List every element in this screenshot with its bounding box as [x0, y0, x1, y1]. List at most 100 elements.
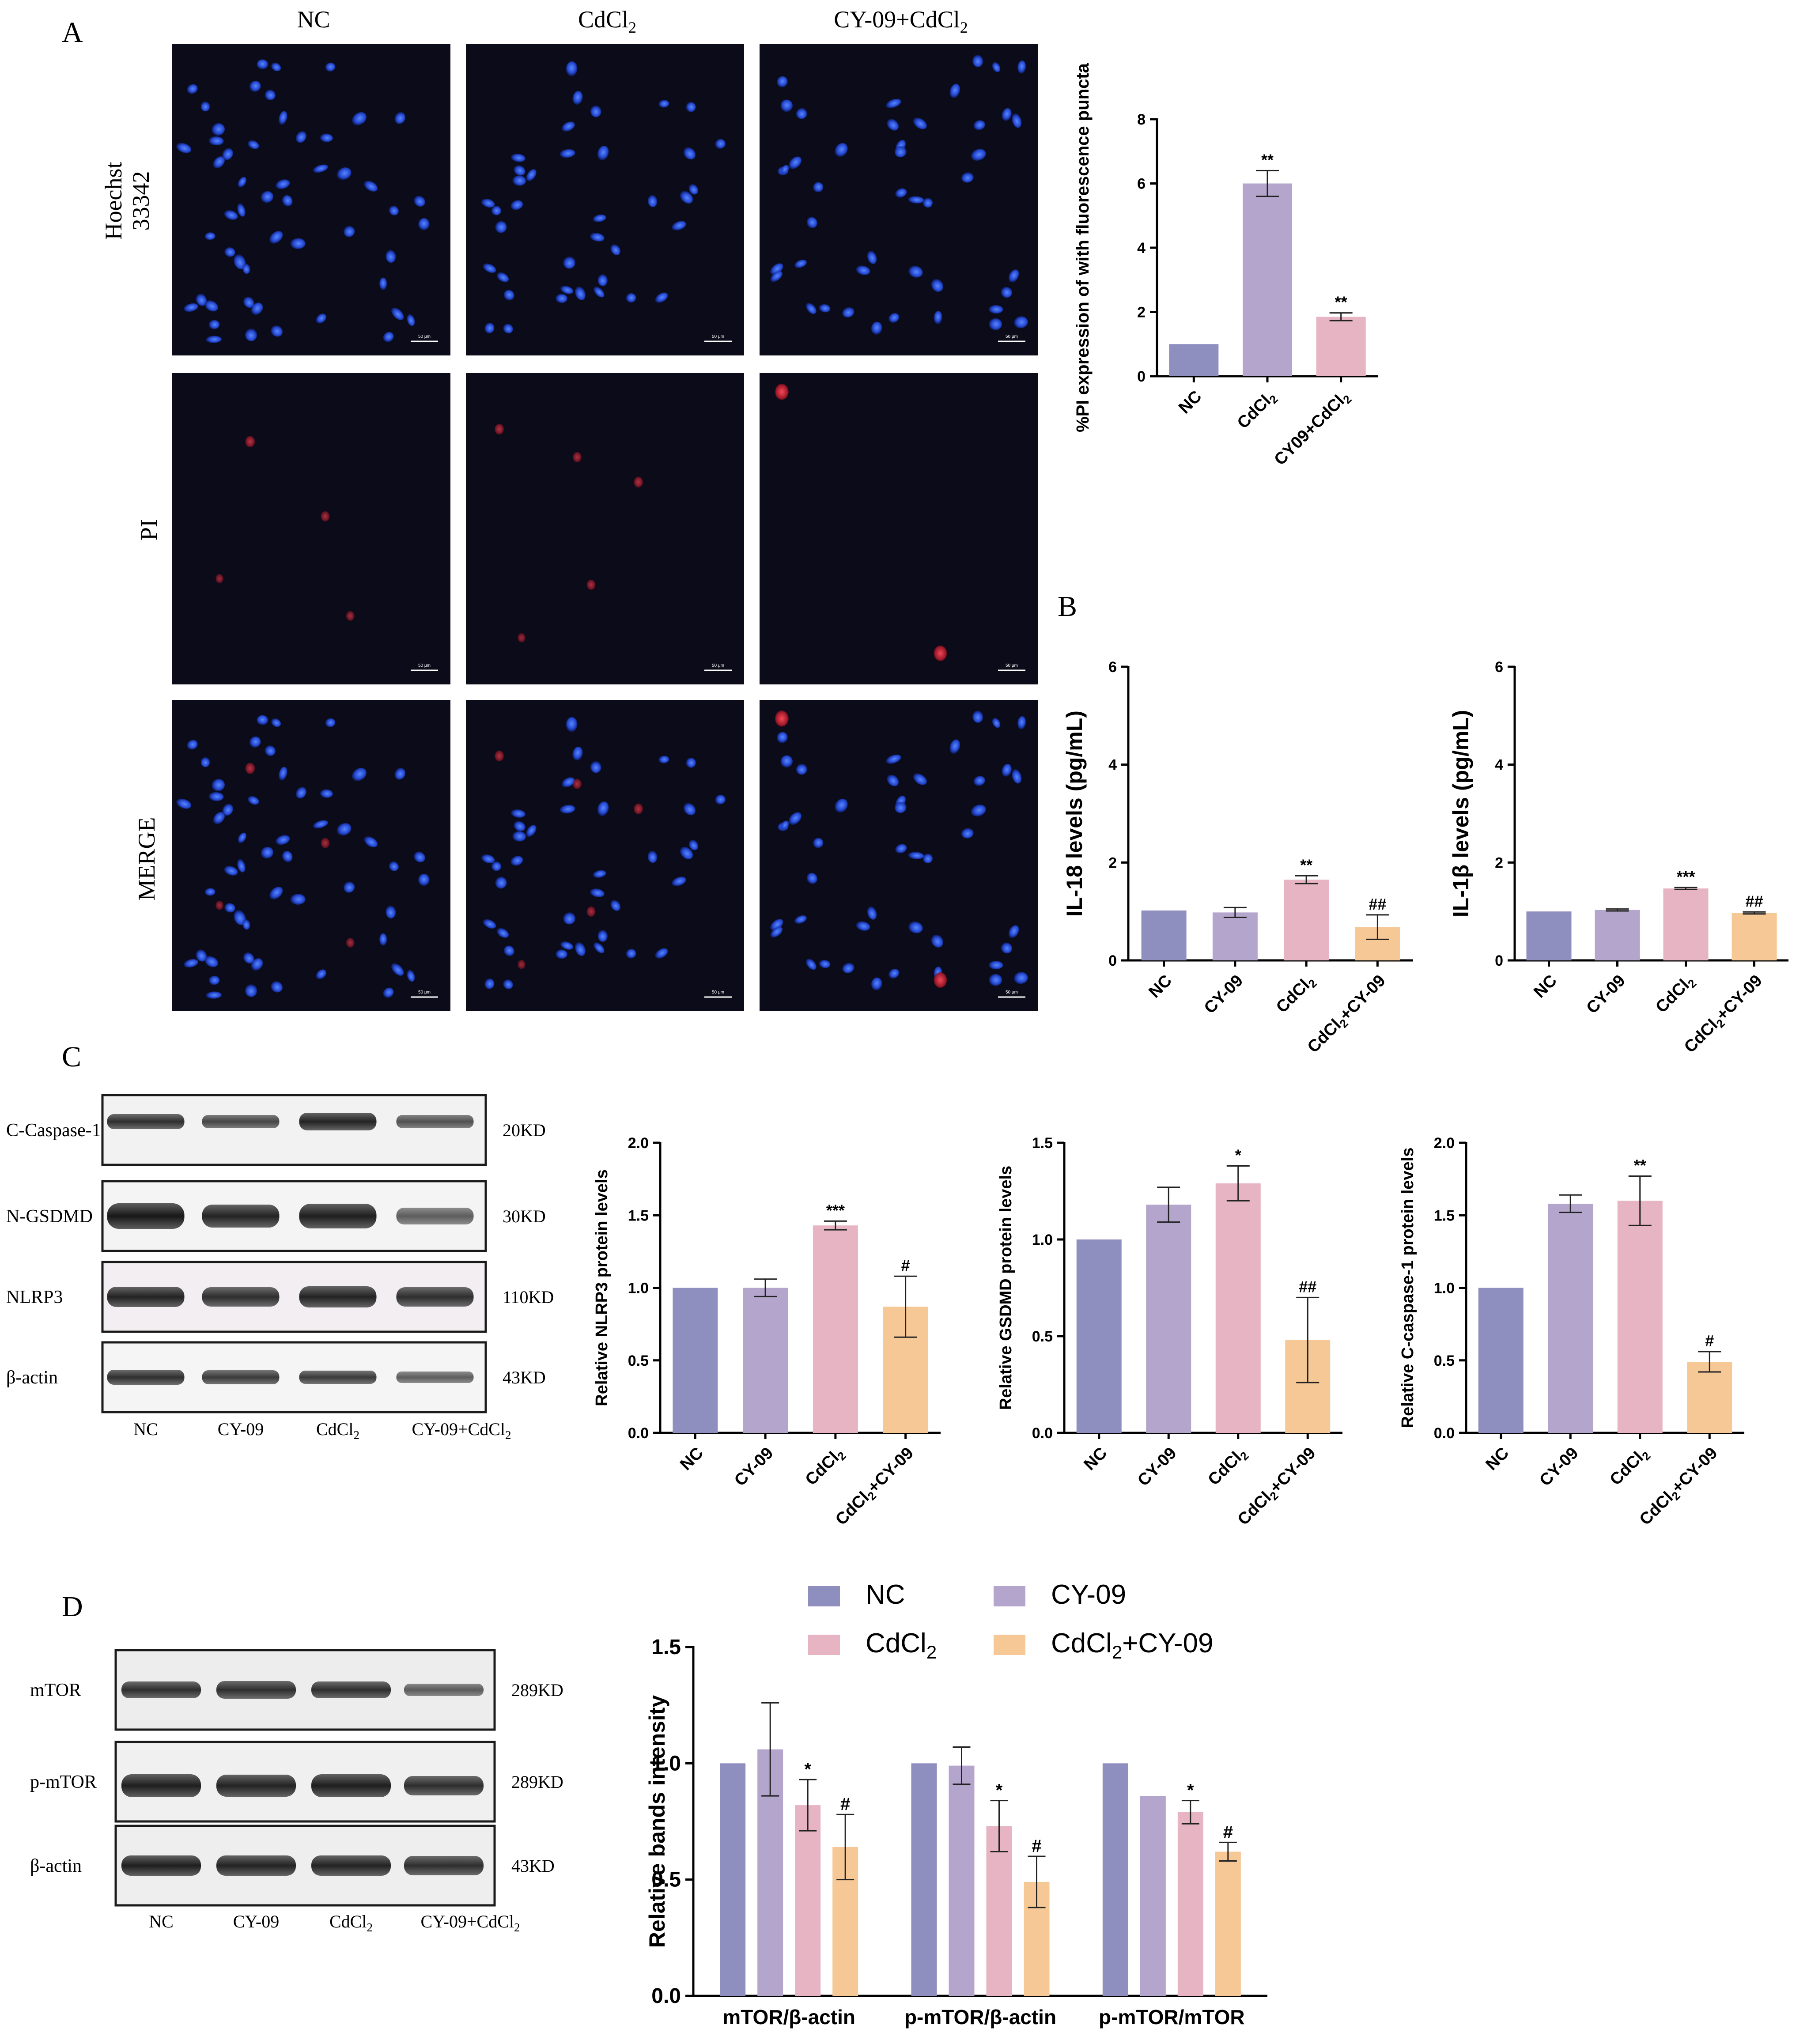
scale-bar-label: 50 μm	[418, 990, 431, 995]
pi-punctum	[518, 960, 526, 969]
blot-size-label: 289KD	[511, 1680, 563, 1700]
y-tick-label: 4	[1108, 757, 1117, 774]
nucleus	[265, 745, 276, 756]
x-tick-label: CY-09	[1583, 971, 1629, 1017]
nucleus	[934, 310, 942, 324]
nucleus	[563, 257, 575, 269]
blot-band	[107, 1114, 185, 1130]
nucleus	[886, 98, 901, 108]
pi-punctum	[518, 633, 526, 642]
nucleus	[913, 773, 927, 785]
bar	[743, 1288, 788, 1433]
nucleus	[290, 894, 306, 905]
x-tick-label: CdCl2​	[1273, 971, 1319, 1018]
significance-mark: #	[901, 1256, 910, 1274]
nucleus	[269, 887, 283, 899]
nucleus	[856, 921, 870, 931]
blot-band	[299, 1371, 377, 1384]
y-tick-label: 6	[1137, 176, 1146, 193]
pi-punctum	[216, 900, 224, 910]
nucleus	[183, 303, 198, 312]
nucleus	[1013, 316, 1028, 329]
nucleus	[895, 844, 907, 854]
bar	[1169, 344, 1219, 376]
panel-letter-d: D	[62, 1591, 83, 1623]
micrograph-0-1	[466, 44, 744, 355]
pi-punctum	[775, 710, 789, 727]
y-tick-label: 0.0	[1032, 1425, 1053, 1442]
nucleus	[206, 336, 222, 343]
nucleus	[224, 210, 238, 220]
nucleus	[206, 991, 222, 999]
nucleus	[805, 958, 817, 970]
nucleus	[407, 314, 415, 326]
y-axis-label: Relative NLRP3 protein levels	[593, 1169, 611, 1406]
nucleus	[590, 105, 601, 117]
x-tick-label: NC	[1175, 387, 1206, 418]
nucleus	[213, 156, 225, 169]
nucleus	[343, 226, 355, 237]
blot-band	[121, 1681, 201, 1698]
x-tick-label: NC	[677, 1444, 707, 1474]
blot-size-label: 289KD	[511, 1772, 563, 1792]
nucleus	[316, 969, 326, 979]
nucleus	[658, 100, 669, 108]
nucleus	[276, 179, 290, 189]
bar	[1478, 1288, 1524, 1433]
legend-swatch-cdcl2	[808, 1635, 840, 1655]
legend-swatch-nc	[808, 1586, 840, 1606]
nucleus	[1002, 763, 1012, 777]
nucleus	[989, 974, 1002, 986]
scale-bar-label: 50 μm	[1006, 334, 1018, 339]
nucleus	[257, 59, 268, 70]
significance-mark: *	[1187, 1781, 1194, 1800]
nucleus	[992, 62, 1001, 72]
micrograph-1-2	[760, 373, 1038, 684]
bar	[1141, 910, 1187, 960]
nucleus	[386, 906, 396, 918]
nucleus	[972, 55, 983, 67]
bar	[720, 1763, 746, 1996]
y-tick-label: 1.5	[1434, 1207, 1455, 1224]
nucleus	[234, 910, 246, 925]
significance-mark: #	[1705, 1332, 1714, 1350]
nucleus	[320, 789, 333, 798]
nucleus	[242, 919, 250, 930]
significance-mark: *	[1235, 1146, 1241, 1164]
nucleus	[503, 324, 513, 334]
nucleus	[770, 271, 783, 282]
pi-punctum	[346, 937, 355, 948]
y-tick-label: 1.0	[1032, 1232, 1053, 1248]
blot-band	[396, 1208, 474, 1224]
scale-bar-label: 50 μm	[712, 663, 724, 668]
x-tick-label: CdCl2​	[1606, 1444, 1653, 1491]
scale-bar-label: 50 μm	[1006, 990, 1018, 995]
nucleus	[1012, 113, 1022, 128]
nucleus	[418, 218, 430, 230]
nucleus	[483, 919, 496, 929]
nucleus	[842, 963, 854, 973]
nucleus	[495, 221, 507, 233]
nucleus	[510, 856, 523, 866]
nucleus	[886, 754, 901, 764]
nucleus	[894, 801, 907, 813]
x-tick-label: CdCl2​	[1234, 387, 1281, 434]
nucleus	[715, 139, 726, 149]
nucleus	[394, 767, 405, 780]
bar	[673, 1288, 718, 1433]
y-tick-label: 0	[1495, 952, 1503, 969]
nucleus	[204, 232, 216, 240]
nucleus	[295, 787, 306, 799]
nucleus	[204, 300, 218, 312]
nucleus	[560, 286, 574, 294]
nucleus	[908, 265, 923, 278]
blot-band	[404, 1856, 484, 1875]
chart-D_mtor: 0.0 0.5 1.0 1.5 * # mTOR/β-actin * # p-mTOR/β-act…	[645, 1636, 1267, 2029]
blot-band	[311, 1774, 391, 1797]
pi-punctum	[634, 476, 643, 488]
nucleus	[561, 777, 575, 787]
blot-protein-label: β-actin	[6, 1368, 58, 1388]
micro-col-cdcl2: CdCl2	[578, 6, 636, 36]
nucleus	[208, 975, 220, 985]
nucleus	[789, 156, 802, 169]
